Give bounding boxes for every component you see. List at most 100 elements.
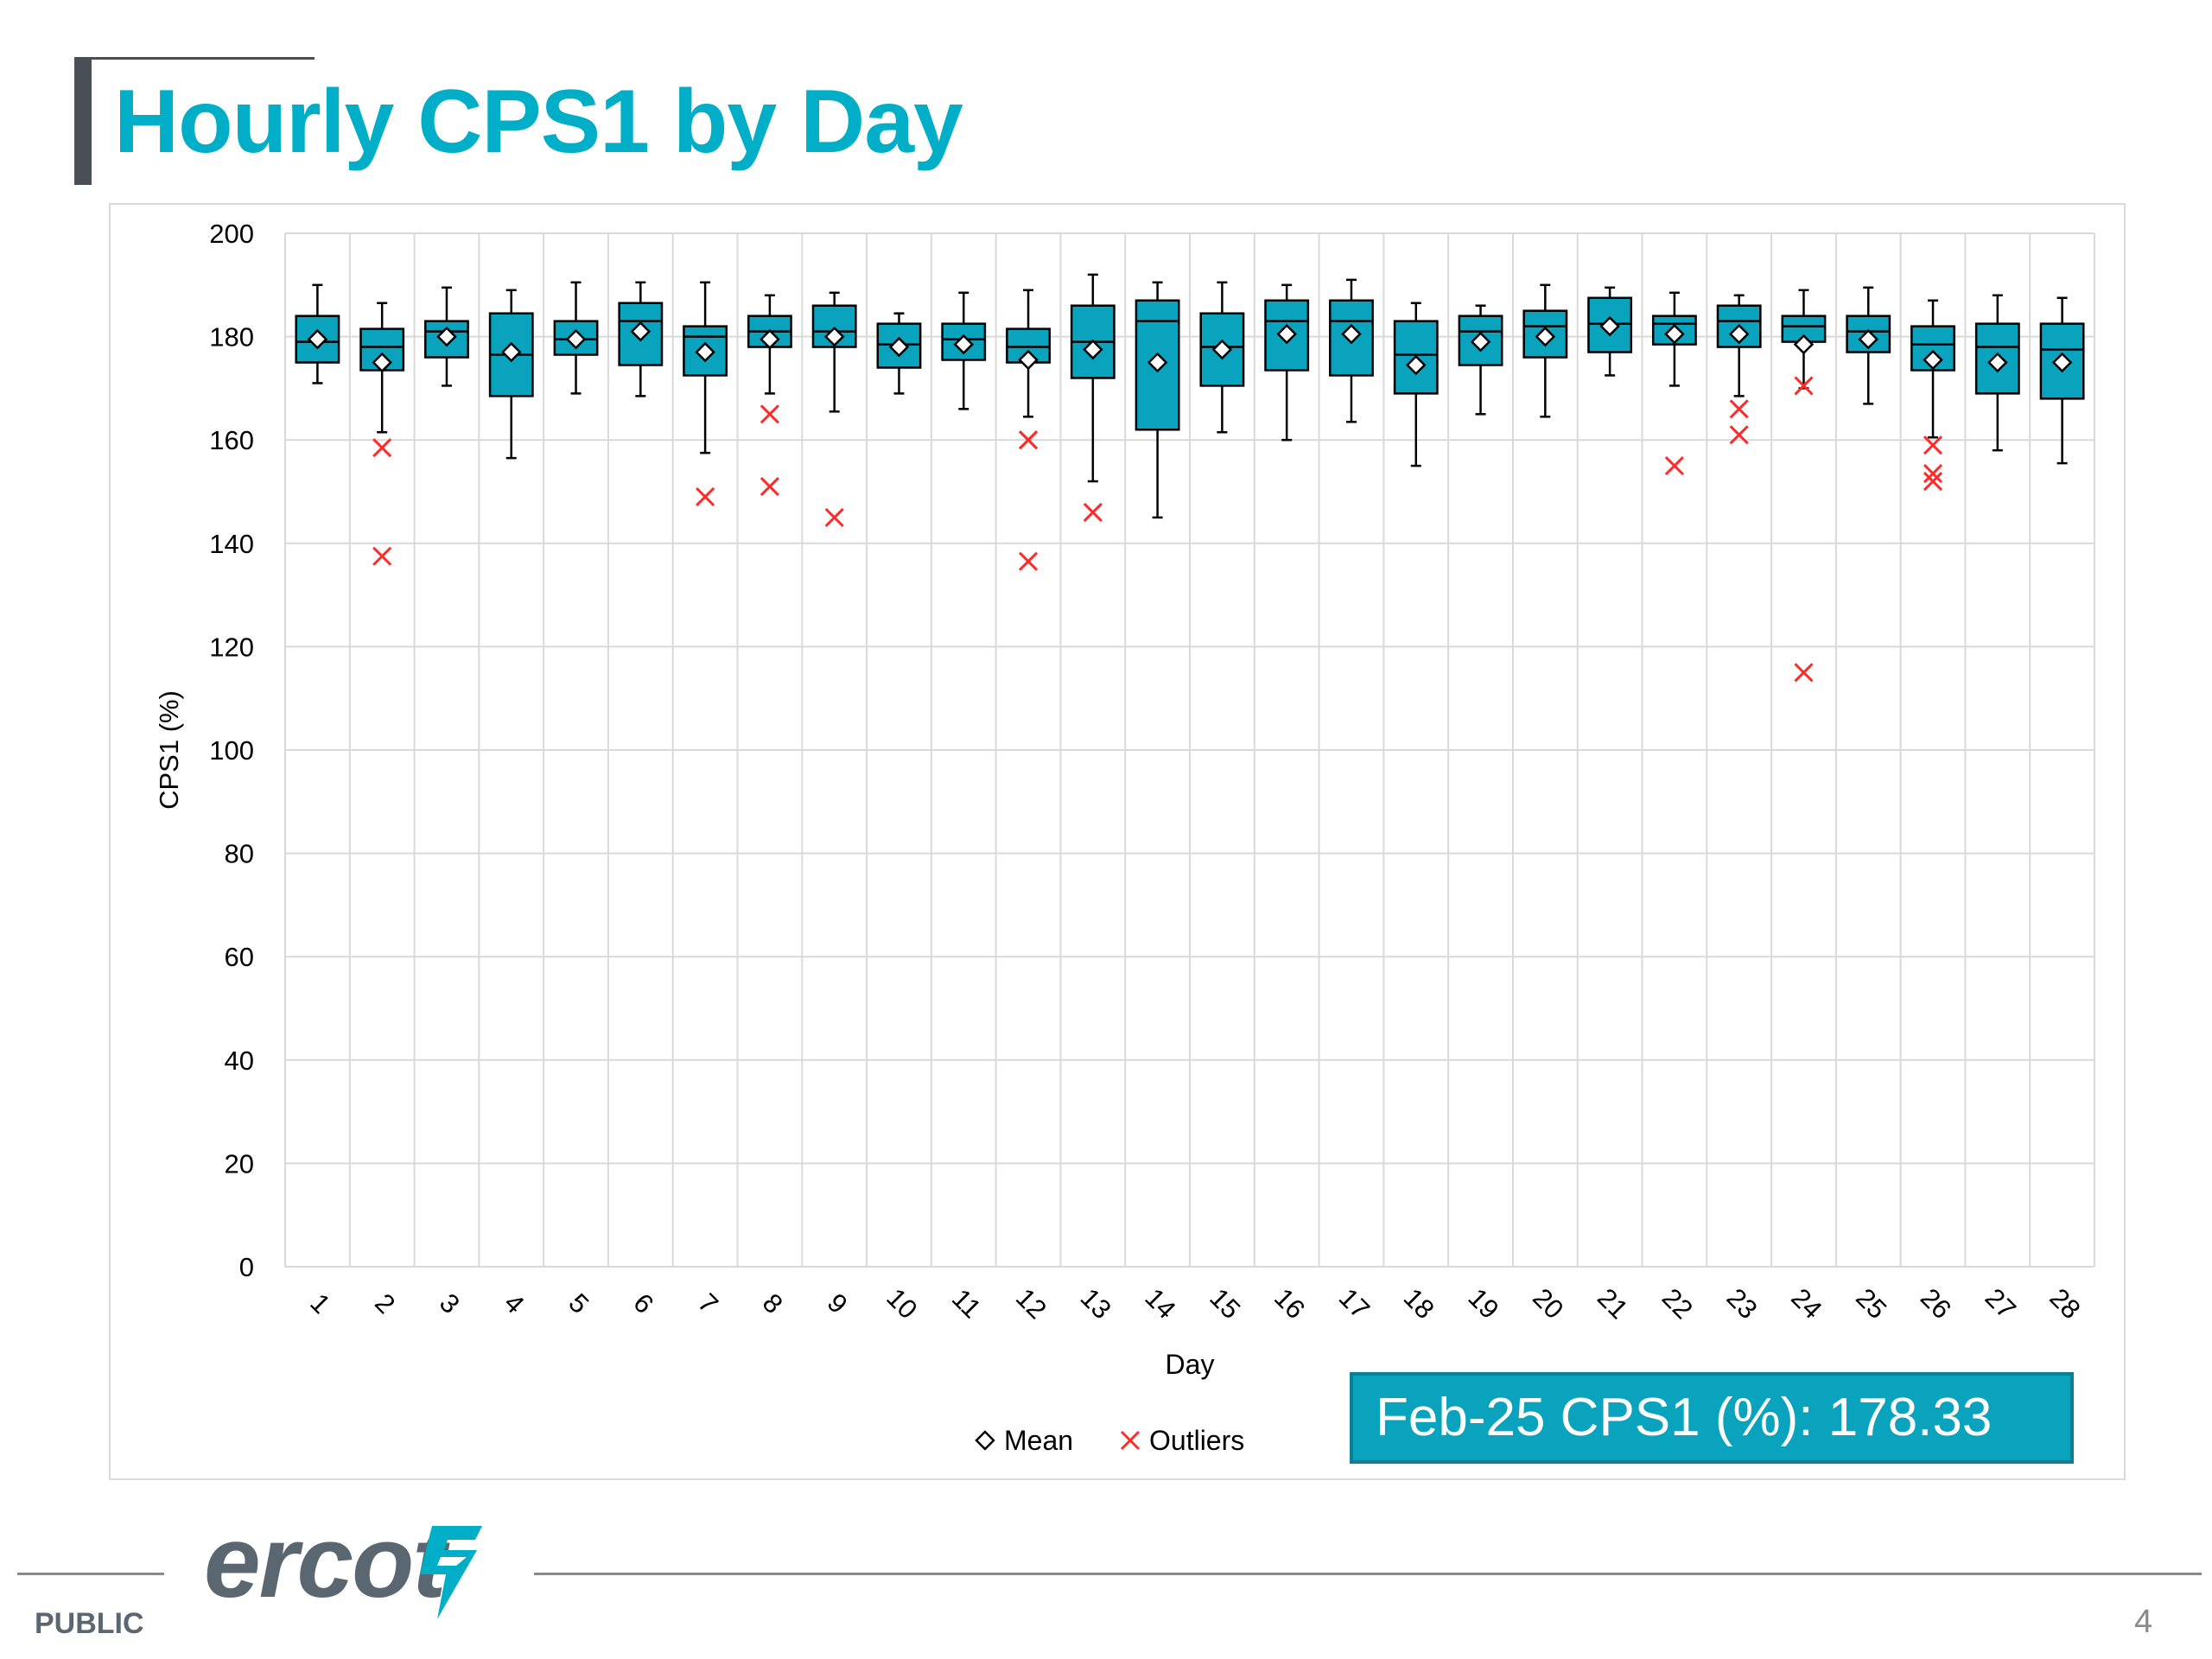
x-tick-label: 2 <box>369 1287 401 1319</box>
mean-marker <box>888 336 910 358</box>
box-day-25 <box>1846 286 1891 405</box>
box-day-21 <box>1587 286 1633 377</box>
mean-marker <box>1728 323 1750 345</box>
box-day-10 <box>876 312 922 395</box>
x-tick-label: 26 <box>1915 1282 1957 1325</box>
outlier-marker <box>1794 376 1814 396</box>
y-axis-label: CPS1 (%) <box>154 690 184 810</box>
outlier-marker <box>760 404 779 424</box>
outlier-stroke <box>696 486 715 507</box>
chart-frame <box>109 203 2126 1480</box>
box-day-24 <box>1781 289 1827 683</box>
box-day-3 <box>424 286 469 387</box>
outlier-stroke <box>1083 502 1103 522</box>
mean-marker <box>695 341 715 363</box>
outlier-stroke <box>1018 430 1039 450</box>
x-tick-label: 4 <box>499 1287 531 1319</box>
box-day-23 <box>1716 294 1762 445</box>
outlier-marker <box>1729 425 1749 445</box>
y-tick-label: 80 <box>225 839 254 869</box>
box-day-16 <box>1264 283 1310 442</box>
iqr-box <box>1587 296 1633 353</box>
cps1-callout: Feb-25 CPS1 (%): 178.33 <box>1350 1372 2074 1464</box>
outlier-marker <box>760 476 779 497</box>
mean-marker <box>1923 349 1943 371</box>
outlier-stroke <box>1664 456 1684 476</box>
footer-rule-left <box>17 1573 164 1575</box>
outlier-marker <box>1083 502 1103 522</box>
box-day-2 <box>359 302 405 566</box>
y-tick-label: 140 <box>209 529 254 559</box>
outlier-marker <box>1018 551 1039 571</box>
box-day-12 <box>1006 289 1051 571</box>
box-day-6 <box>618 281 664 397</box>
outlier-stroke <box>760 476 779 497</box>
x-tick-label: 20 <box>1527 1282 1569 1325</box>
mean-marker <box>1147 352 1168 373</box>
outlier-stroke <box>1729 399 1749 419</box>
outlier-stroke <box>1018 551 1039 571</box>
outlier-marker <box>1923 435 1943 455</box>
iqr-box <box>295 315 340 364</box>
ercot-bolt-icon <box>420 1526 482 1619</box>
x-tick-label: 22 <box>1656 1282 1699 1325</box>
y-tick-label: 180 <box>209 322 254 353</box>
outlier-marker <box>1923 464 1943 484</box>
box-day-1 <box>295 283 340 385</box>
x-tick-label: 16 <box>1268 1282 1311 1325</box>
mean-marker <box>1211 339 1233 360</box>
box-day-8 <box>747 294 792 497</box>
outlier-stroke <box>1729 425 1749 445</box>
outlier-marker <box>696 486 715 507</box>
y-tick-label: 100 <box>209 735 254 766</box>
box-day-19 <box>1458 304 1503 416</box>
outlier-marker <box>1729 399 1749 419</box>
x-tick-label: 5 <box>563 1287 594 1319</box>
x-tick-label: 6 <box>627 1287 659 1319</box>
page-number: 4 <box>2134 1604 2153 1640</box>
mean-marker <box>1793 334 1815 355</box>
outlier-marker <box>1794 663 1814 683</box>
mean-marker <box>953 334 975 355</box>
y-tick-label: 40 <box>225 1046 254 1076</box>
legend: Mean Outliers <box>975 1425 1244 1456</box>
box-day-5 <box>553 281 599 395</box>
outlier-marker <box>824 507 844 527</box>
x-tick-label: 25 <box>1850 1282 1892 1325</box>
outlier-marker <box>1923 471 1943 492</box>
mean-marker <box>1018 349 1039 371</box>
box-day-11 <box>941 291 987 410</box>
box-day-18 <box>1393 302 1439 467</box>
mean-marker <box>1083 339 1103 360</box>
x-tick-label: 27 <box>1980 1282 2022 1325</box>
box-day-4 <box>488 289 534 460</box>
mean-marker <box>1987 352 2008 373</box>
mean-marker <box>1664 323 1685 345</box>
box-day-27 <box>1974 294 2020 452</box>
outlier-stroke <box>1794 376 1814 396</box>
outlier-stroke <box>372 438 392 458</box>
y-tick-label: 160 <box>209 425 254 455</box>
outlier-marker <box>372 438 392 458</box>
mean-marker <box>372 352 392 373</box>
mean-marker <box>565 328 587 350</box>
x-tick-label: 14 <box>1139 1282 1181 1325</box>
mean-marker <box>1405 354 1427 376</box>
outlier-stroke <box>372 546 392 566</box>
mean-marker <box>1470 331 1491 353</box>
mean-marker <box>436 326 457 347</box>
y-tick-label: 20 <box>225 1148 254 1179</box>
box-day-15 <box>1199 281 1245 434</box>
outlier-stroke <box>1923 464 1943 484</box>
box-day-9 <box>811 291 857 527</box>
mean-marker <box>1858 328 1879 350</box>
outlier-stroke <box>1923 471 1943 492</box>
x-tick-label: 13 <box>1075 1282 1117 1325</box>
outlier-marker <box>1018 430 1039 450</box>
x-tick-label: 15 <box>1204 1282 1246 1325</box>
legend-mean-icon <box>975 1430 995 1451</box>
x-tick-label: 7 <box>692 1287 724 1319</box>
box-day-14 <box>1135 281 1180 519</box>
legend-label-outliers: Outliers <box>1149 1425 1244 1456</box>
